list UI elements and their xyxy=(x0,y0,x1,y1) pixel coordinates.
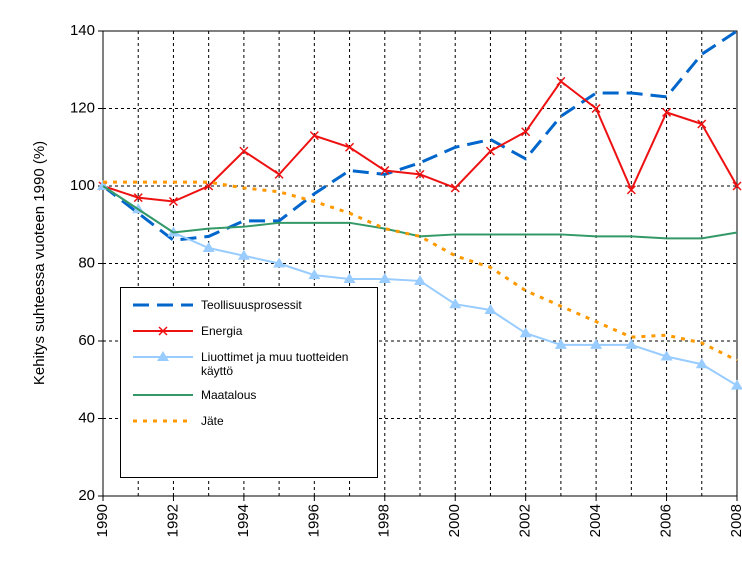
legend-marker xyxy=(158,326,168,336)
legend-label: Teollisuusprosessit xyxy=(201,298,302,312)
x-tick-label: 2008 xyxy=(728,504,742,537)
legend-marker xyxy=(157,351,169,361)
y-axis-label: Kehitys suhteessa vuoteen 1990 (%) xyxy=(31,141,48,385)
marker xyxy=(732,181,742,191)
y-tick-label: 120 xyxy=(70,99,95,116)
legend-entry: Liuottimet ja muu tuotteiden käyttö xyxy=(121,348,377,378)
y-tick-label: 40 xyxy=(78,409,95,426)
legend-swatch xyxy=(133,326,193,336)
marker xyxy=(449,298,462,309)
marker xyxy=(239,146,249,156)
marker xyxy=(485,146,495,156)
legend-swatch xyxy=(133,303,193,307)
marker xyxy=(273,257,286,268)
marker xyxy=(168,196,178,207)
marker xyxy=(521,127,531,137)
x-tick-label: 2004 xyxy=(587,504,604,537)
legend-swatch xyxy=(133,351,193,361)
legend-swatch xyxy=(133,419,193,423)
marker xyxy=(345,142,355,152)
x-tick-label: 1994 xyxy=(235,504,252,537)
marker xyxy=(237,249,250,260)
x-tick-label: 1998 xyxy=(376,504,393,537)
legend: Teollisuusprosessit Energia Liuottimet ja … xyxy=(120,287,378,478)
marker xyxy=(556,76,566,86)
y-tick-label: 60 xyxy=(78,332,95,349)
legend-entry: Energia xyxy=(121,322,377,340)
marker xyxy=(378,273,391,283)
legend-marker-group xyxy=(158,326,168,336)
legend-entry: Jäte xyxy=(121,412,377,430)
marker xyxy=(133,193,143,203)
marker xyxy=(625,338,638,349)
marker xyxy=(626,185,636,195)
x-tick-label: 2002 xyxy=(517,504,534,537)
marker xyxy=(731,379,742,390)
marker xyxy=(343,273,356,283)
x-tick-label: 2000 xyxy=(446,504,463,537)
series-line xyxy=(102,29,738,242)
legend-label: Energia xyxy=(201,324,243,338)
marker xyxy=(274,169,284,179)
marker xyxy=(554,338,567,349)
legend-label: Liuottimet ja muu tuotteiden käyttö xyxy=(201,350,349,378)
marker xyxy=(450,183,460,193)
x-tick-label: 2006 xyxy=(658,504,675,537)
legend-label: Jäte xyxy=(201,414,224,428)
legend-label: Maatalous xyxy=(201,388,257,402)
y-tick-label: 20 xyxy=(78,487,95,504)
marker xyxy=(591,103,601,114)
y-tick-label: 100 xyxy=(70,177,95,194)
marker xyxy=(414,274,426,285)
marker xyxy=(308,269,321,280)
marker xyxy=(695,358,708,369)
marker xyxy=(309,131,319,141)
marker xyxy=(415,169,425,179)
legend-swatch xyxy=(133,394,193,396)
marker xyxy=(380,165,390,176)
marker xyxy=(697,119,707,129)
x-tick-label: 1990 xyxy=(94,504,111,537)
y-tick-label: 140 xyxy=(70,22,95,39)
marker xyxy=(660,350,673,361)
legend-entry: Teollisuusprosessit xyxy=(121,296,377,314)
legend-entry: Maatalous xyxy=(121,386,377,404)
y-tick-label: 80 xyxy=(78,254,95,271)
x-tick-label: 1996 xyxy=(305,504,322,537)
marker xyxy=(590,338,603,349)
marker xyxy=(484,304,497,314)
marker xyxy=(519,327,532,338)
marker xyxy=(662,107,672,117)
x-tick-label: 1992 xyxy=(164,504,181,537)
marker xyxy=(202,242,215,252)
legend-marker-group xyxy=(157,351,169,361)
series-line xyxy=(102,185,738,240)
